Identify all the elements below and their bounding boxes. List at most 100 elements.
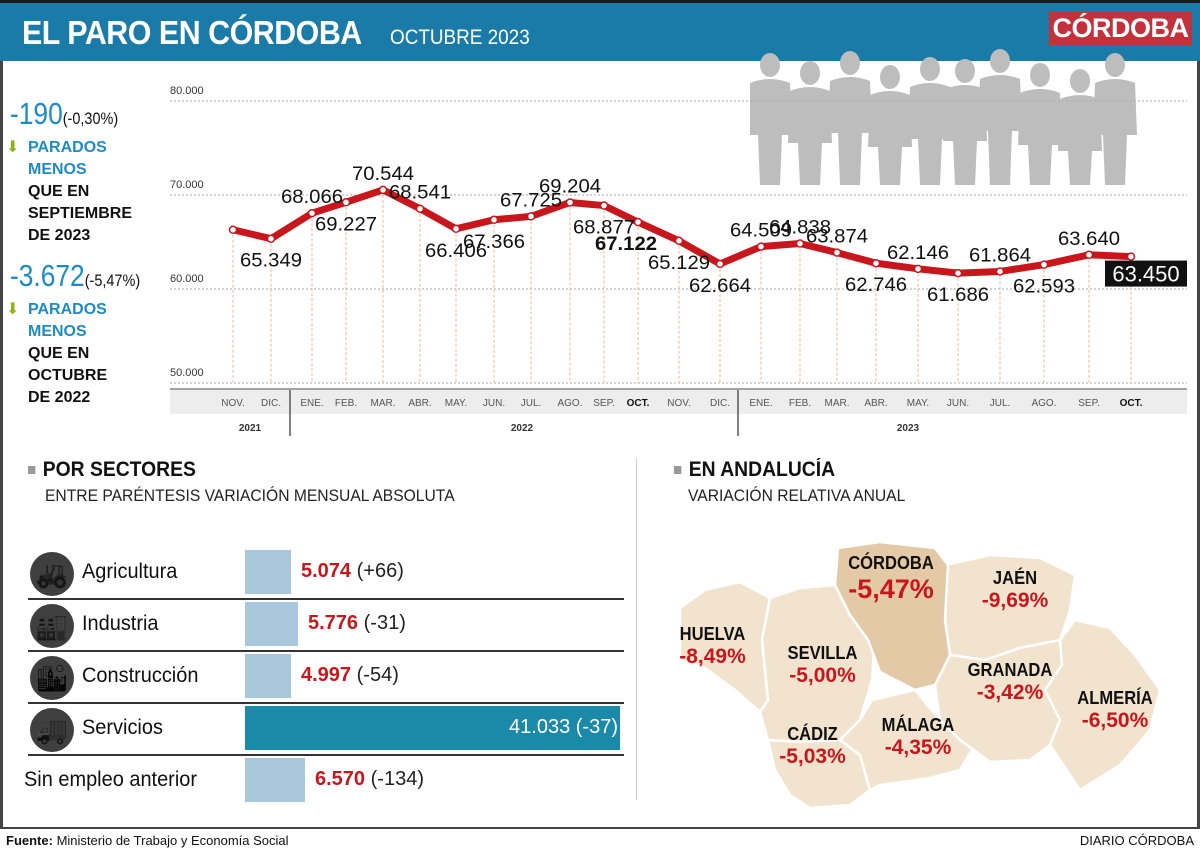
data-label: 62.746 xyxy=(845,275,907,296)
data-point xyxy=(415,204,425,213)
y-tick-label: 60.000 xyxy=(170,273,204,285)
header-band xyxy=(0,0,1200,61)
province-label-malaga: MÁLAGA -4,35% xyxy=(881,715,955,759)
x-tick-label: AGO. xyxy=(557,398,582,409)
stat-value: -190 xyxy=(10,96,63,131)
data-point xyxy=(832,248,842,257)
sector-bar xyxy=(245,602,298,646)
data-label: 64.838 xyxy=(769,218,831,239)
x-tick-label: ENE. xyxy=(300,398,323,409)
x-tick-label: ABR. xyxy=(408,398,431,409)
line-chart: 80.000 70.000 60.000 50.000 NOV. DIC. ENE. FEB.… xyxy=(170,85,1187,436)
province-cadiz xyxy=(766,738,872,810)
x-tick-label: AGO. xyxy=(1031,398,1056,409)
data-label: 63.640 xyxy=(1058,229,1120,250)
stat-text: PARADOS xyxy=(28,301,107,318)
sector-value: 5.776 (-31) xyxy=(308,612,406,634)
sectors-title: POR SECTORES xyxy=(28,458,196,482)
data-label: 62.146 xyxy=(887,243,949,264)
current-value-box xyxy=(1105,260,1187,287)
stat-text: DE 2022 xyxy=(28,389,91,406)
stat-pct: (-0,30%) xyxy=(62,109,119,128)
data-point xyxy=(565,198,575,207)
data-label: 67.366 xyxy=(463,232,525,253)
province-label-jaen: JAÉN -9,69% xyxy=(981,568,1049,612)
x-tick-label: ENE. xyxy=(749,398,772,409)
x-tick-label: SEP. xyxy=(1078,398,1100,409)
stat-text: PARADOS xyxy=(28,139,107,156)
stat-text: DE 2023 xyxy=(28,227,91,244)
x-tick-label: FEB. xyxy=(789,398,811,409)
data-label: 70.544 xyxy=(352,164,414,185)
sector-bar xyxy=(245,706,620,750)
data-label: 61.864 xyxy=(969,245,1031,266)
stat-text: OCTUBRE xyxy=(28,367,108,384)
province-cordoba xyxy=(833,540,952,692)
stat-monthly: -190(-0,30%) ⬇ PARADOS MENOS QUE EN SEPT… xyxy=(6,96,137,247)
page-title: EL PARO EN CÓRDOBA xyxy=(22,14,362,51)
sector-row: 🚚 Servicios 41.033 (-37) xyxy=(28,704,624,756)
tractor-icon: 🚜 xyxy=(30,552,74,596)
data-label: 68.541 xyxy=(389,183,451,204)
year-label: 2021 xyxy=(239,423,262,434)
sector-value: 5.074 (+66) xyxy=(301,560,404,582)
data-point xyxy=(1039,260,1049,269)
data-label: 63.874 xyxy=(806,227,868,248)
data-point xyxy=(995,267,1005,276)
sector-name: Agricultura xyxy=(82,560,178,583)
data-label: 66.406 xyxy=(425,241,487,262)
x-tick-label: JUL. xyxy=(521,398,542,409)
series-line xyxy=(232,186,1132,277)
province-malaga xyxy=(838,688,977,792)
arrow-down-icon: ⬇ xyxy=(6,301,20,318)
data-label: 67.725 xyxy=(500,190,562,211)
x-axis-band xyxy=(170,389,1187,414)
data-point xyxy=(489,215,499,225)
y-tick-label: 70.000 xyxy=(170,179,204,191)
sector-bar xyxy=(245,550,291,594)
page-subtitle: OCTUBRE 2023 xyxy=(390,26,530,49)
x-tick-label: FEB. xyxy=(335,398,357,409)
brand-credit: DIARIO CÓRDOBA xyxy=(1079,833,1194,848)
province-almeria xyxy=(1043,618,1162,792)
sectors-subtitle: ENTRE PARÉNTESIS VARIACIÓN MENSUAL ABSOL… xyxy=(45,486,455,505)
data-point xyxy=(1126,252,1136,261)
data-point xyxy=(913,264,923,274)
sector-name: Industria xyxy=(82,612,159,635)
data-point xyxy=(599,201,609,210)
data-label: 69.204 xyxy=(539,176,601,197)
x-tick-label: ABR. xyxy=(864,398,887,409)
y-tick-label: 50.000 xyxy=(170,367,204,379)
province-label-huelva: HUELVA -8,49% xyxy=(679,624,746,668)
sector-name: Sin empleo anterior xyxy=(24,768,198,791)
stat-yearly: -3.672(-5,47%) ⬇ PARADOS MENOS QUE EN OC… xyxy=(6,260,163,409)
data-label: 68.877 xyxy=(573,218,635,239)
arrow-down-icon: ⬇ xyxy=(6,139,20,156)
y-tick-label: 80.000 xyxy=(170,85,204,97)
x-tick-label: MAY. xyxy=(907,398,929,409)
year-label: 2022 xyxy=(511,423,534,434)
data-label: 62.593 xyxy=(1013,277,1075,298)
province-label-almeria: ALMERÍA -6,50% xyxy=(1077,688,1153,732)
sector-row: Sin empleo anterior 6.570 (-134) xyxy=(24,756,624,808)
stat-text: QUE EN xyxy=(28,183,90,200)
data-label: 67.122 xyxy=(595,234,657,255)
data-point xyxy=(795,239,805,248)
andalucia-title: EN ANDALUCÍA xyxy=(674,458,835,482)
sector-row: 🏙 Construcción 4.997 (-54) xyxy=(28,652,624,704)
x-tick-label: OCT. xyxy=(1120,398,1143,409)
source-note: Fuente: Ministerio de Trabajo y Economía… xyxy=(6,833,289,848)
sector-row: 🚜 Agricultura 5.074 (+66) xyxy=(28,548,624,600)
data-point xyxy=(756,242,766,251)
data-point xyxy=(341,198,351,207)
x-tick-label: DIC. xyxy=(261,398,281,409)
data-label: 65.349 xyxy=(240,251,302,272)
x-tick-label: JUN. xyxy=(947,398,969,409)
x-tick-label: NOV. xyxy=(667,398,691,409)
data-point xyxy=(228,225,238,235)
data-label: 69.227 xyxy=(315,214,377,235)
data-point xyxy=(1084,250,1094,260)
stat-text: MENOS xyxy=(28,323,87,340)
factory-icon: 🏭 xyxy=(30,604,74,648)
x-tick-label: NOV. xyxy=(221,398,245,409)
